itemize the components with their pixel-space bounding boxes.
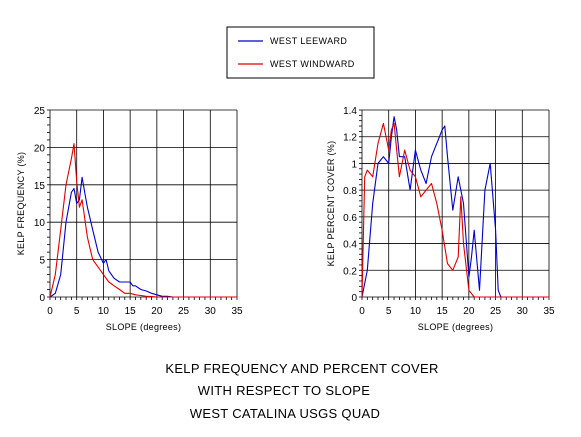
y-tick-label: 0.6	[343, 213, 357, 224]
legend-label-leeward: WEST LEEWARD	[270, 36, 347, 46]
y-tick-label: 0	[351, 293, 357, 304]
x-tick-label: 0	[359, 306, 365, 317]
x-tick-label: 30	[205, 306, 217, 317]
y-tick-label: 5	[39, 256, 45, 267]
series-line-west-windward	[361, 122, 549, 298]
y-tick-label: 20	[34, 143, 46, 154]
caption-line-3: WEST CATALINA USGS QUAD	[190, 406, 380, 421]
x-tick-label: 20	[151, 306, 163, 317]
y-tick-label: 1	[351, 159, 357, 170]
x-tick-label: 10	[410, 306, 422, 317]
caption-line-2: WITH RESPECT TO SLOPE	[198, 383, 370, 398]
grid	[49, 109, 238, 298]
x-axis-title: SLOPE (degrees)	[418, 322, 494, 332]
y-tick-label: 0.4	[343, 240, 357, 251]
y-tick-label: 25	[34, 106, 46, 117]
y-tick-label: 10	[34, 218, 46, 229]
x-tick-label: 35	[543, 306, 555, 317]
y-axis-title: KELP PERCENT COVER (%)	[326, 141, 336, 267]
caption-line-1: KELP FREQUENCY AND PERCENT COVER	[165, 361, 438, 376]
x-tick-label: 35	[231, 306, 243, 317]
y-tick-label: 0.2	[343, 266, 357, 277]
x-tick-label: 30	[517, 306, 529, 317]
kelp-percent-cover-chart: 0 5 10 15 20 25 30 35 0 0.2 0.4 0.6 0.8 1 1.2 1.4 SLOPE …	[326, 106, 555, 332]
legend: WEST LEEWARD WEST WINDWARD	[226, 26, 375, 79]
grid	[361, 109, 550, 298]
x-tick-label: 15	[125, 306, 137, 317]
y-axis-title: KELP FREQUENCY (%)	[16, 152, 26, 256]
x-tick-label: 5	[74, 306, 80, 317]
x-tick-label: 20	[463, 306, 475, 317]
x-tick-label: 25	[178, 306, 190, 317]
kelp-frequency-chart: 0 5 10 15 20 25 30 35 0 5 10 15 20 25 SLOPE (degrees) K…	[16, 106, 243, 332]
x-axis-title: SLOPE (degrees)	[106, 322, 182, 332]
x-tick-label: 25	[490, 306, 502, 317]
y-tick-label: 15	[34, 181, 46, 192]
figure-caption: KELP FREQUENCY AND PERCENT COVER WITH RE…	[165, 361, 438, 421]
y-tick-label: 1.4	[343, 106, 357, 117]
x-tick-label: 10	[98, 306, 110, 317]
series-line-west-windward	[49, 143, 237, 298]
y-tick-label: 0.8	[343, 186, 357, 197]
y-tick-label: 0	[39, 293, 45, 304]
x-tick-label: 15	[437, 306, 449, 317]
legend-label-windward: WEST WINDWARD	[270, 59, 355, 69]
x-tick-label: 0	[47, 306, 53, 317]
legend-box	[226, 26, 375, 79]
y-tick-label: 1.2	[343, 133, 357, 144]
x-tick-label: 5	[386, 306, 392, 317]
